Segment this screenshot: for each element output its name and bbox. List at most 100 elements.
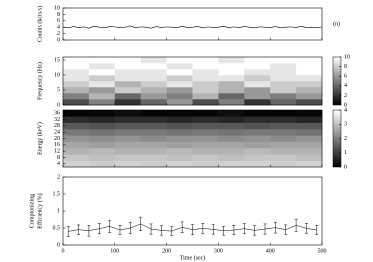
heat-cell — [63, 75, 90, 82]
heat-cell — [218, 57, 245, 64]
heat-cell — [114, 160, 141, 168]
heat-cell — [63, 116, 90, 123]
heat-cell — [192, 154, 219, 161]
heat-cell — [166, 160, 193, 168]
heat-cell — [270, 99, 297, 106]
heat-cell — [140, 135, 167, 142]
heat-cell — [88, 122, 116, 130]
heat-cell — [192, 69, 219, 76]
heat-cell — [192, 141, 219, 149]
colorbar — [332, 56, 342, 106]
y-tick-label: 6 — [57, 18, 60, 24]
heat-cell — [296, 154, 323, 161]
heat-cell — [63, 129, 90, 136]
heat-cell — [166, 116, 193, 123]
y-tick-label: 0 — [57, 242, 60, 248]
heat-cell — [88, 69, 116, 76]
error-bar — [180, 221, 184, 234]
heat-cell — [166, 129, 193, 136]
heat-cell — [114, 81, 141, 88]
y-tick-label: 0 — [57, 102, 60, 108]
heat-cell — [244, 69, 271, 76]
heat-cell — [218, 129, 245, 136]
y-tick-label: 4 — [57, 25, 60, 31]
heat-cell — [63, 81, 90, 88]
heat-cell — [166, 75, 193, 82]
heat-cell — [192, 81, 219, 88]
heat-cell — [244, 154, 271, 161]
heat-cell — [296, 75, 323, 82]
error-bar — [139, 216, 143, 231]
heat-cell — [218, 63, 245, 70]
x-tick-label: 200 — [162, 248, 171, 254]
heat-cell — [270, 122, 297, 130]
heat-cell — [218, 99, 245, 106]
y-tick-label: 16 — [54, 142, 60, 148]
heat-cell — [218, 87, 245, 94]
heat-cell — [140, 160, 167, 168]
heat-cell — [192, 122, 219, 130]
heat-cell — [192, 135, 219, 142]
heat-cell — [140, 99, 167, 106]
error-bar — [191, 224, 194, 236]
heat-cell — [192, 99, 219, 106]
heat-cell — [166, 148, 193, 155]
heat-cell — [296, 81, 323, 88]
annotation: (n) — [333, 20, 340, 27]
heat-cell — [218, 154, 245, 161]
heat-cell — [114, 69, 141, 76]
y-tick-label: 12 — [54, 149, 60, 155]
colorbar-label: 3 — [344, 122, 347, 128]
heat-cell — [192, 148, 219, 155]
heat-cell — [218, 116, 245, 123]
y-axis-label: Efficiency (%) — [36, 193, 43, 228]
heat-cell — [218, 141, 245, 149]
heat-cell — [140, 148, 167, 155]
colorbar-label: 4 — [344, 83, 347, 89]
heat-cell — [63, 160, 90, 168]
heat-cell — [166, 154, 193, 161]
y-tick-label: 10 — [54, 5, 60, 11]
error-bar — [97, 223, 101, 235]
y-tick-label: 36 — [54, 111, 60, 117]
heat-cell — [218, 69, 245, 76]
y-axis-label: Energy (keV) — [36, 122, 43, 155]
heat-cell — [244, 160, 271, 168]
error-bar — [66, 226, 70, 237]
heat-cell — [244, 57, 271, 64]
heat-cell — [63, 122, 90, 130]
error-bar — [284, 224, 288, 235]
heat-cell — [166, 141, 193, 149]
heat-cell — [192, 116, 219, 123]
heat-cell — [140, 75, 167, 82]
heat-cell — [296, 57, 323, 64]
heat-cell — [244, 110, 271, 117]
y-tick-label: 8 — [57, 155, 60, 161]
heat-cell — [244, 93, 271, 100]
heat-cell — [114, 141, 141, 149]
heat-cell — [270, 129, 297, 136]
x-tick-label: 300 — [214, 248, 223, 254]
heat-cell — [296, 122, 323, 130]
heat-cell — [296, 93, 323, 100]
heat-cell — [63, 93, 90, 100]
heat-cell — [166, 63, 193, 70]
heat-cell — [88, 135, 116, 142]
heat-cell — [270, 69, 297, 76]
heat-cell — [114, 116, 141, 123]
heat-cell — [244, 81, 271, 88]
heat-cell — [88, 99, 116, 106]
heat-cell — [270, 57, 297, 64]
heat-cell — [296, 63, 323, 70]
heat-cell — [88, 160, 116, 168]
heat-cell — [244, 99, 271, 106]
heat-cell — [63, 110, 90, 117]
heat-cell — [114, 122, 141, 130]
y-tick-label: 2 — [57, 174, 60, 180]
heat-cell — [88, 116, 116, 123]
heat-cell — [140, 57, 167, 64]
heat-cell — [114, 93, 141, 100]
error-bar — [222, 226, 226, 236]
error-bar — [159, 225, 163, 236]
